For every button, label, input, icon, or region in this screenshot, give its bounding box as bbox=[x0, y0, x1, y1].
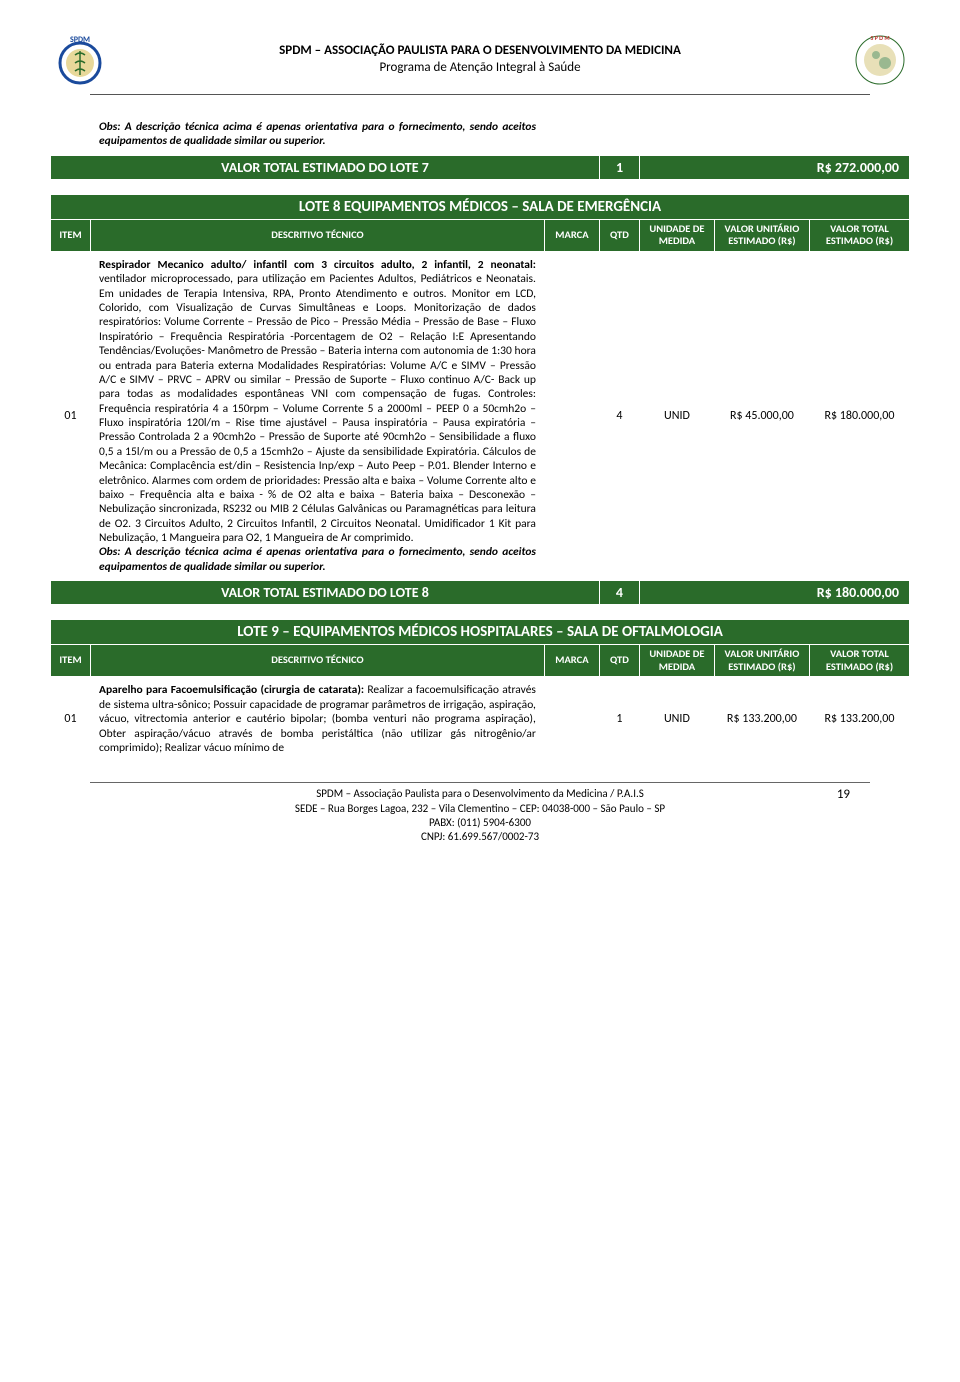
lote9-qtd: 1 bbox=[599, 677, 639, 762]
lote8-marca bbox=[544, 251, 599, 580]
empty-cell bbox=[600, 114, 640, 156]
page-header: SPDM SPDM – ASSOCIAÇÃO PAULISTA PARA O D… bbox=[50, 30, 910, 90]
lote8-row-01: 01 Respirador Mecanico adulto/ infantil … bbox=[51, 251, 910, 580]
empty-cell bbox=[810, 114, 910, 156]
lote8-total-val: R$ 180.000,00 bbox=[639, 581, 909, 605]
svg-text:S P D M: S P D M bbox=[870, 34, 889, 42]
lote7-total-label: VALOR TOTAL ESTIMADO DO LOTE 7 bbox=[51, 155, 600, 179]
lote8-header-row: ITEM DESCRITIVO TÉCNICO MARCA QTD UNIDAD… bbox=[51, 219, 910, 251]
org-subtitle: Programa de Atenção Integral à Saúde bbox=[110, 60, 850, 77]
footer-line4: CNPJ: 61.699.567/0002-73 bbox=[50, 830, 910, 844]
col-valunit: VALOR UNITÁRIO ESTIMADO (R$) bbox=[714, 219, 809, 251]
empty-cell bbox=[715, 114, 810, 156]
footer-line3: PABX: (011) 5904-6300 bbox=[50, 816, 910, 830]
header-text: SPDM – ASSOCIAÇÃO PAULISTA PARA O DESENV… bbox=[110, 43, 850, 77]
lote9-marca bbox=[544, 677, 599, 762]
col-qtd: QTD bbox=[599, 645, 639, 677]
col-valtot: VALOR TOTAL ESTIMADO (R$) bbox=[809, 645, 909, 677]
lote7-total-val: R$ 272.000,00 bbox=[640, 155, 910, 179]
lote9-valtot: R$ 133.200,00 bbox=[809, 677, 909, 762]
lote9-desc-lead: Aparelho para Facoemulsificação (cirurgi… bbox=[99, 683, 364, 697]
footer-line2: SEDE – Rua Borges Lagoa, 232 – Vila Clem… bbox=[50, 802, 910, 816]
col-desc: DESCRITIVO TÉCNICO bbox=[91, 219, 545, 251]
header-divider bbox=[90, 94, 870, 95]
col-marca: MARCA bbox=[544, 645, 599, 677]
page-container: SPDM SPDM – ASSOCIAÇÃO PAULISTA PARA O D… bbox=[0, 0, 960, 864]
lote7-note-row: Obs: A descrição técnica acima é apenas … bbox=[51, 114, 910, 156]
lote9-table: LOTE 9 – EQUIPAMENTOS MÉDICOS HOSPITALAR… bbox=[50, 619, 910, 762]
lote7-total-row: VALOR TOTAL ESTIMADO DO LOTE 7 1 R$ 272.… bbox=[51, 155, 910, 179]
lote9-header-row: ITEM DESCRITIVO TÉCNICO MARCA QTD UNIDAD… bbox=[51, 645, 910, 677]
col-qtd: QTD bbox=[599, 219, 639, 251]
spdm-logo-icon: SPDM bbox=[53, 33, 108, 88]
page-number: 19 bbox=[837, 787, 850, 804]
lote9-row-01: 01 Aparelho para Facoemulsificação (ciru… bbox=[51, 677, 910, 762]
lote8-desc-obs: Obs: A descrição técnica acima é apenas … bbox=[99, 545, 536, 573]
lote9-valunit: R$ 133.200,00 bbox=[714, 677, 809, 762]
page-footer: 19 SPDM – Associação Paulista para o Des… bbox=[50, 787, 910, 844]
lote9-title: LOTE 9 – EQUIPAMENTOS MÉDICOS HOSPITALAR… bbox=[51, 620, 910, 645]
lote8-desc-lead: Respirador Mecanico adulto/ infantil com… bbox=[99, 258, 536, 272]
lote8-title-row: LOTE 8 EQUIPAMENTOS MÉDICOS – SALA DE EM… bbox=[51, 194, 910, 219]
col-unid: UNIDADE DE MEDIDA bbox=[639, 219, 714, 251]
lote8-qtd: 4 bbox=[599, 251, 639, 580]
lote7-note: Obs: A descrição técnica acima é apenas … bbox=[91, 114, 545, 156]
col-unid: UNIDADE DE MEDIDA bbox=[639, 645, 714, 677]
lote8-valunit: R$ 45.000,00 bbox=[714, 251, 809, 580]
svg-text:SPDM: SPDM bbox=[69, 35, 89, 45]
lote8-table: LOTE 8 EQUIPAMENTOS MÉDICOS – SALA DE EM… bbox=[50, 194, 910, 605]
col-desc: DESCRITIVO TÉCNICO bbox=[91, 645, 545, 677]
lote8-total-qtd: 4 bbox=[599, 581, 639, 605]
lote9-unid: UNID bbox=[639, 677, 714, 762]
col-item: ITEM bbox=[51, 219, 91, 251]
logo-left: SPDM bbox=[50, 30, 110, 90]
col-marca: MARCA bbox=[544, 219, 599, 251]
lote7-total-qtd: 1 bbox=[600, 155, 640, 179]
lote8-title: LOTE 8 EQUIPAMENTOS MÉDICOS – SALA DE EM… bbox=[51, 194, 910, 219]
logo-right: S P D M bbox=[850, 30, 910, 90]
col-valunit: VALOR UNITÁRIO ESTIMADO (R$) bbox=[714, 645, 809, 677]
lote8-desc-body: ventilador microprocessado, para utiliza… bbox=[99, 272, 536, 545]
pais-logo-icon: S P D M bbox=[853, 33, 908, 88]
footer-divider bbox=[90, 782, 870, 783]
col-item: ITEM bbox=[51, 645, 91, 677]
lote8-valtot: R$ 180.000,00 bbox=[809, 251, 909, 580]
empty-cell bbox=[51, 114, 91, 156]
lote9-title-row: LOTE 9 – EQUIPAMENTOS MÉDICOS HOSPITALAR… bbox=[51, 620, 910, 645]
empty-cell bbox=[640, 114, 715, 156]
lote8-item: 01 bbox=[51, 251, 91, 580]
lote7-table: Obs: A descrição técnica acima é apenas … bbox=[50, 113, 910, 180]
lote8-total-label: VALOR TOTAL ESTIMADO DO LOTE 8 bbox=[51, 581, 600, 605]
lote8-total-row: VALOR TOTAL ESTIMADO DO LOTE 8 4 R$ 180.… bbox=[51, 581, 910, 605]
lote9-desc: Aparelho para Facoemulsificação (cirurgi… bbox=[91, 677, 545, 762]
col-valtot: VALOR TOTAL ESTIMADO (R$) bbox=[809, 219, 909, 251]
org-name: SPDM – ASSOCIAÇÃO PAULISTA PARA O DESENV… bbox=[110, 43, 850, 60]
lote7-note-text: Obs: A descrição técnica acima é apenas … bbox=[99, 120, 536, 148]
lote8-unid: UNID bbox=[639, 251, 714, 580]
footer-line1: SPDM – Associação Paulista para o Desenv… bbox=[50, 787, 910, 801]
empty-cell bbox=[545, 114, 600, 156]
lote9-item: 01 bbox=[51, 677, 91, 762]
lote8-desc: Respirador Mecanico adulto/ infantil com… bbox=[91, 251, 545, 580]
